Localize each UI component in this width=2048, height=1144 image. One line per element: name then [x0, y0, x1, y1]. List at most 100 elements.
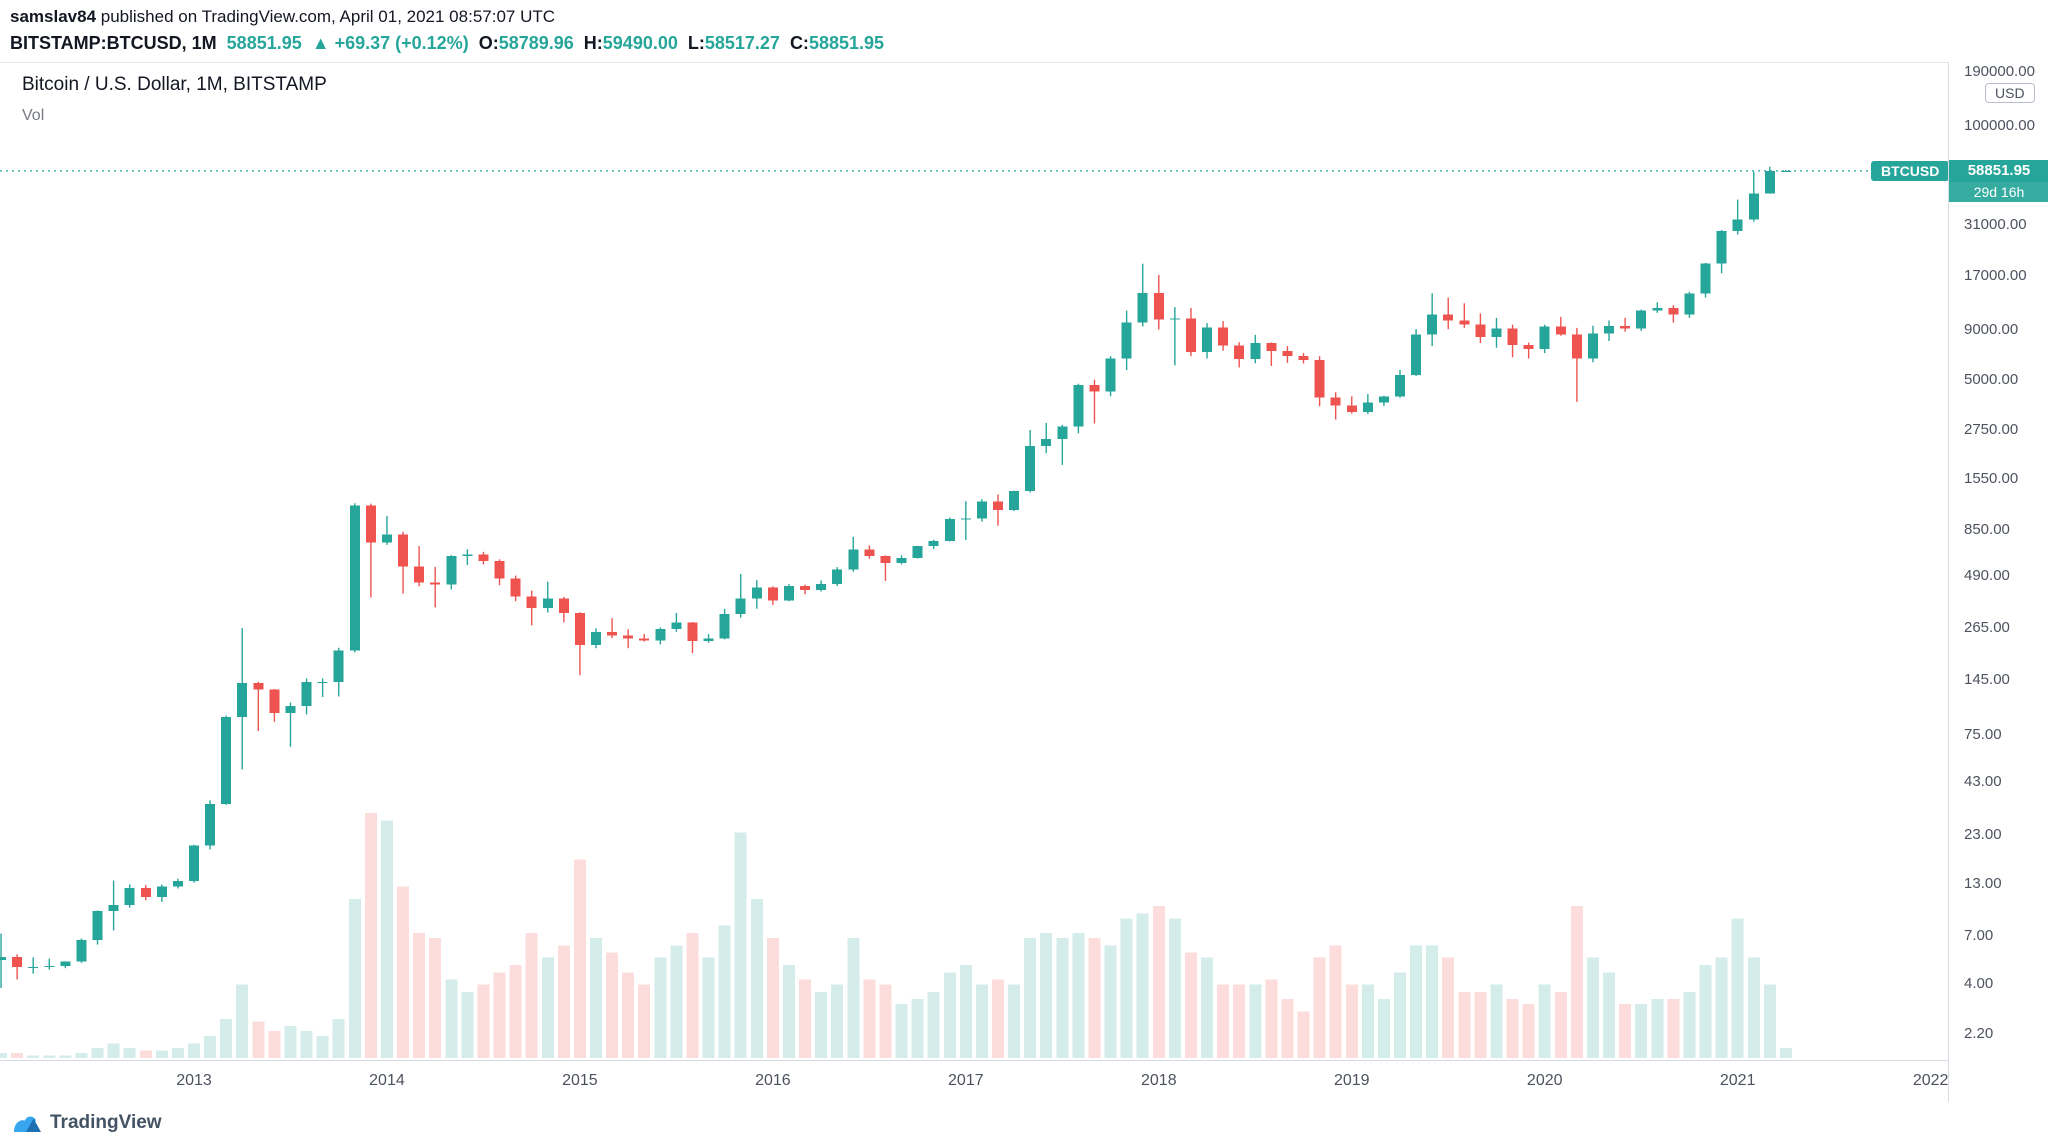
volume-bar	[1667, 999, 1680, 1058]
chart-top-border	[0, 62, 2048, 63]
snapshot-header: samslav84 published on TradingView.com, …	[10, 7, 884, 54]
candle-body	[1395, 375, 1405, 397]
candle-body	[574, 612, 585, 646]
price-axis-label: 9000.00	[1964, 320, 2019, 338]
volume-bar	[1426, 945, 1439, 1058]
candle-body	[1700, 263, 1711, 294]
candle-body	[1266, 342, 1277, 352]
volume-bar	[1201, 957, 1214, 1058]
candle-body	[976, 501, 987, 519]
volume-bar	[1603, 972, 1616, 1058]
time-axis-label: 2016	[755, 1072, 791, 1089]
volume-bar	[1442, 957, 1455, 1058]
volume-bar	[1088, 937, 1101, 1058]
symbol-title[interactable]: BITSTAMP:BTCUSD, 1M	[10, 33, 217, 53]
tradingview-logo-icon[interactable]	[12, 1112, 42, 1134]
published-info: published on TradingView.com, April 01, …	[100, 7, 556, 26]
volume-bar	[992, 979, 1004, 1058]
volume-bar	[461, 991, 474, 1058]
candle-body	[880, 555, 891, 563]
pane-title-legend[interactable]: Bitcoin / U.S. Dollar, 1M, BITSTAMP	[22, 74, 327, 95]
candle-body	[1362, 402, 1373, 413]
candle-body	[1764, 170, 1775, 194]
candle-body	[205, 803, 216, 846]
candle-body	[365, 505, 376, 543]
candle-body	[1668, 308, 1679, 315]
volume-bar	[380, 820, 393, 1058]
high-pair: H:59490.00	[584, 33, 678, 54]
volume-bar	[413, 933, 426, 1058]
candle-body	[944, 519, 955, 541]
candle-body	[1105, 358, 1116, 392]
price-axis-label: 850.00	[1964, 520, 2010, 538]
volume-bar	[397, 886, 410, 1058]
price-axis-label: 43.00	[1964, 773, 2002, 791]
price-axis-label: 145.00	[1964, 670, 2010, 688]
time-axis[interactable]: 2013 2014 2015 2016 2017 2018 2019 2020 2021 2022	[0, 1060, 2048, 1104]
candle-body	[735, 598, 746, 615]
candle-body	[1636, 310, 1647, 329]
candle-body	[751, 587, 762, 599]
volume-bar	[1490, 984, 1503, 1058]
price-axis-label: 7.00	[1964, 927, 1994, 945]
candle-body	[381, 534, 392, 543]
volume-bar	[1152, 906, 1165, 1058]
up-triangle-icon: ▲	[311, 33, 330, 53]
time-axis-label: 2018	[1141, 1072, 1177, 1089]
volume-bar	[1265, 979, 1278, 1058]
time-axis-label: 2019	[1333, 1072, 1370, 1089]
price-axis-label: 17000.00	[1964, 267, 2027, 285]
volume-bar	[590, 937, 602, 1058]
candle-body	[1330, 397, 1341, 406]
currency-toggle: USD	[1985, 83, 2035, 103]
change-value: +69.37 (+0.12%)	[334, 33, 469, 53]
candle-body	[333, 650, 344, 682]
candle-body	[607, 631, 618, 636]
volume-bar	[654, 957, 667, 1058]
volume-bar	[91, 1048, 104, 1058]
candle-body	[12, 957, 23, 967]
volume-bar	[236, 984, 249, 1058]
brand-name[interactable]: TradingView	[50, 1112, 162, 1133]
volume-bar	[220, 1018, 233, 1058]
volume-bar	[1072, 933, 1085, 1058]
author-name[interactable]: samslav84	[10, 7, 97, 26]
volume-bar	[1104, 945, 1117, 1058]
candle-body	[1539, 326, 1550, 349]
volume-bar	[1651, 999, 1664, 1058]
volume-bar	[718, 925, 731, 1058]
candle-body	[60, 961, 71, 966]
volume-bar	[429, 937, 442, 1058]
volume-bar	[0, 1053, 8, 1058]
candle-body	[510, 578, 521, 597]
volume-bar	[831, 984, 844, 1058]
low-pair: L:58517.27	[688, 33, 780, 54]
volume-bar	[11, 1053, 24, 1058]
header-last-price: 58851.95	[226, 33, 302, 53]
candle-body	[591, 631, 601, 646]
candle-body	[1443, 314, 1454, 321]
price-axis-label: 31000.00	[1964, 216, 2027, 234]
volume-bar	[332, 1018, 345, 1058]
volume-bar	[622, 972, 635, 1058]
candle-body	[44, 965, 55, 968]
time-axis-label: 2021	[1719, 1072, 1756, 1089]
candle-body	[558, 598, 569, 613]
volume-bar	[139, 1050, 152, 1058]
volume-bar	[1458, 991, 1471, 1058]
volume-legend[interactable]: Vol	[22, 107, 45, 124]
candle-body	[301, 681, 312, 706]
price-axis[interactable]: USD 58851.95 29d 16h 190000.00 100000.00 3…	[1948, 62, 2048, 1060]
candle-body	[1137, 293, 1148, 323]
volume-bar	[1747, 957, 1760, 1058]
volume-bar	[1683, 991, 1696, 1058]
candle-body	[140, 887, 151, 898]
candle-body	[1507, 328, 1518, 345]
candle-body	[1282, 351, 1293, 357]
candle-body	[928, 540, 939, 547]
candle-body	[172, 880, 183, 887]
volume-bar	[1233, 984, 1246, 1058]
candle-body	[285, 705, 296, 714]
volume-bar	[364, 813, 377, 1058]
